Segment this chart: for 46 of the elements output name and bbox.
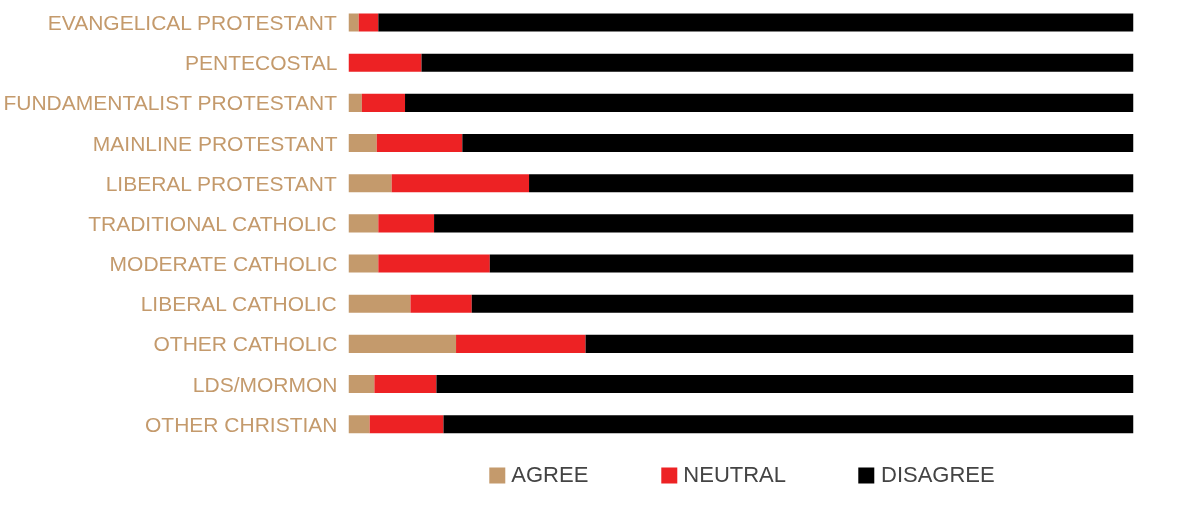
bar <box>376 134 463 153</box>
bar <box>405 93 1134 112</box>
bar <box>369 415 444 434</box>
bar <box>348 93 362 112</box>
bar <box>348 334 457 353</box>
bar <box>348 53 422 72</box>
bar <box>374 375 437 394</box>
bar <box>489 254 1134 273</box>
bar <box>348 214 379 233</box>
bar <box>348 174 392 193</box>
y-tick-label: FUNDAMENTALIST PROTESTANT <box>3 91 338 115</box>
y-tick-label: OTHER CHRISTIAN <box>144 412 338 436</box>
y-tick-label: EVANGELICAL PROTESTANT <box>47 11 337 35</box>
y-tick-label: LIBERAL CATHOLIC <box>140 292 337 316</box>
bar <box>585 334 1134 353</box>
legend-label: AGREE <box>511 462 589 488</box>
bar <box>462 134 1134 153</box>
bar <box>434 214 1134 233</box>
y-tick-label: OTHER CATHOLIC <box>153 332 338 356</box>
bar <box>471 294 1134 313</box>
bar <box>348 254 379 273</box>
bar <box>348 375 375 394</box>
bar <box>378 13 1134 32</box>
bar <box>361 93 406 112</box>
bar <box>348 134 377 153</box>
bar <box>443 415 1134 434</box>
bar <box>436 375 1134 394</box>
y-tick-label: MAINLINE PROTESTANT <box>92 131 338 155</box>
y-tick-label: TRADITIONAL CATHOLIC <box>88 211 337 235</box>
bar <box>410 294 472 313</box>
legend-label: DISAGREE <box>881 462 995 488</box>
bar <box>348 13 359 32</box>
y-tick-label: PENTECOSTAL <box>185 51 338 75</box>
bar <box>456 334 586 353</box>
bar <box>378 214 435 233</box>
bar <box>358 13 379 32</box>
bar <box>348 294 411 313</box>
bar <box>348 415 370 434</box>
y-tick-label: LIBERAL PROTESTANT <box>105 171 337 195</box>
bar <box>378 254 490 273</box>
y-tick-label: LDS/MORMON <box>192 372 338 396</box>
y-tick-label: MODERATE CATHOLIC <box>109 252 338 276</box>
bar <box>421 53 1134 72</box>
bar <box>529 174 1134 193</box>
bar <box>391 174 530 193</box>
legend-label: NEUTRAL <box>683 462 787 488</box>
